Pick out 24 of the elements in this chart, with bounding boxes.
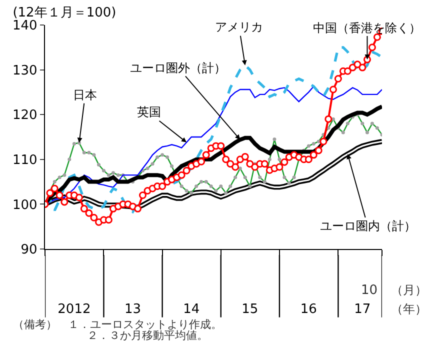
x-tick-label: 15 [242,302,258,317]
chart-title: (12年１月＝100) [12,6,116,21]
x-tick-label: 14 [183,302,200,317]
x-tick-label: 13 [124,302,142,317]
text: ２．３か月移動平均値。 [87,329,208,342]
text: ユーロ圏内（計） [320,219,416,233]
text: 英国 [137,105,161,119]
y-tick-label: 90 [20,242,38,258]
y-tick-label: 140 [12,18,38,34]
x-tick-label: 16 [300,302,317,317]
y-tick-label: 130 [12,63,38,78]
y-tick-label: 100 [12,198,38,213]
text: 日本 [73,88,97,102]
text: アメリカ [215,20,263,34]
x-tick-label: 17 [354,302,371,317]
text: （備考） １．ユーロスタットより作成。 [13,318,222,331]
series-label: 中国（香港を除く） [313,21,421,35]
text: （月） [391,283,424,297]
legend-label: ユーロ圏外（計） [130,61,226,75]
y-tick-label: 120 [12,108,38,124]
text: （年） [391,302,424,316]
text: 10 [361,283,378,298]
y-tick-label: 110 [12,152,38,168]
x-tick-label: 2012 [58,302,91,317]
